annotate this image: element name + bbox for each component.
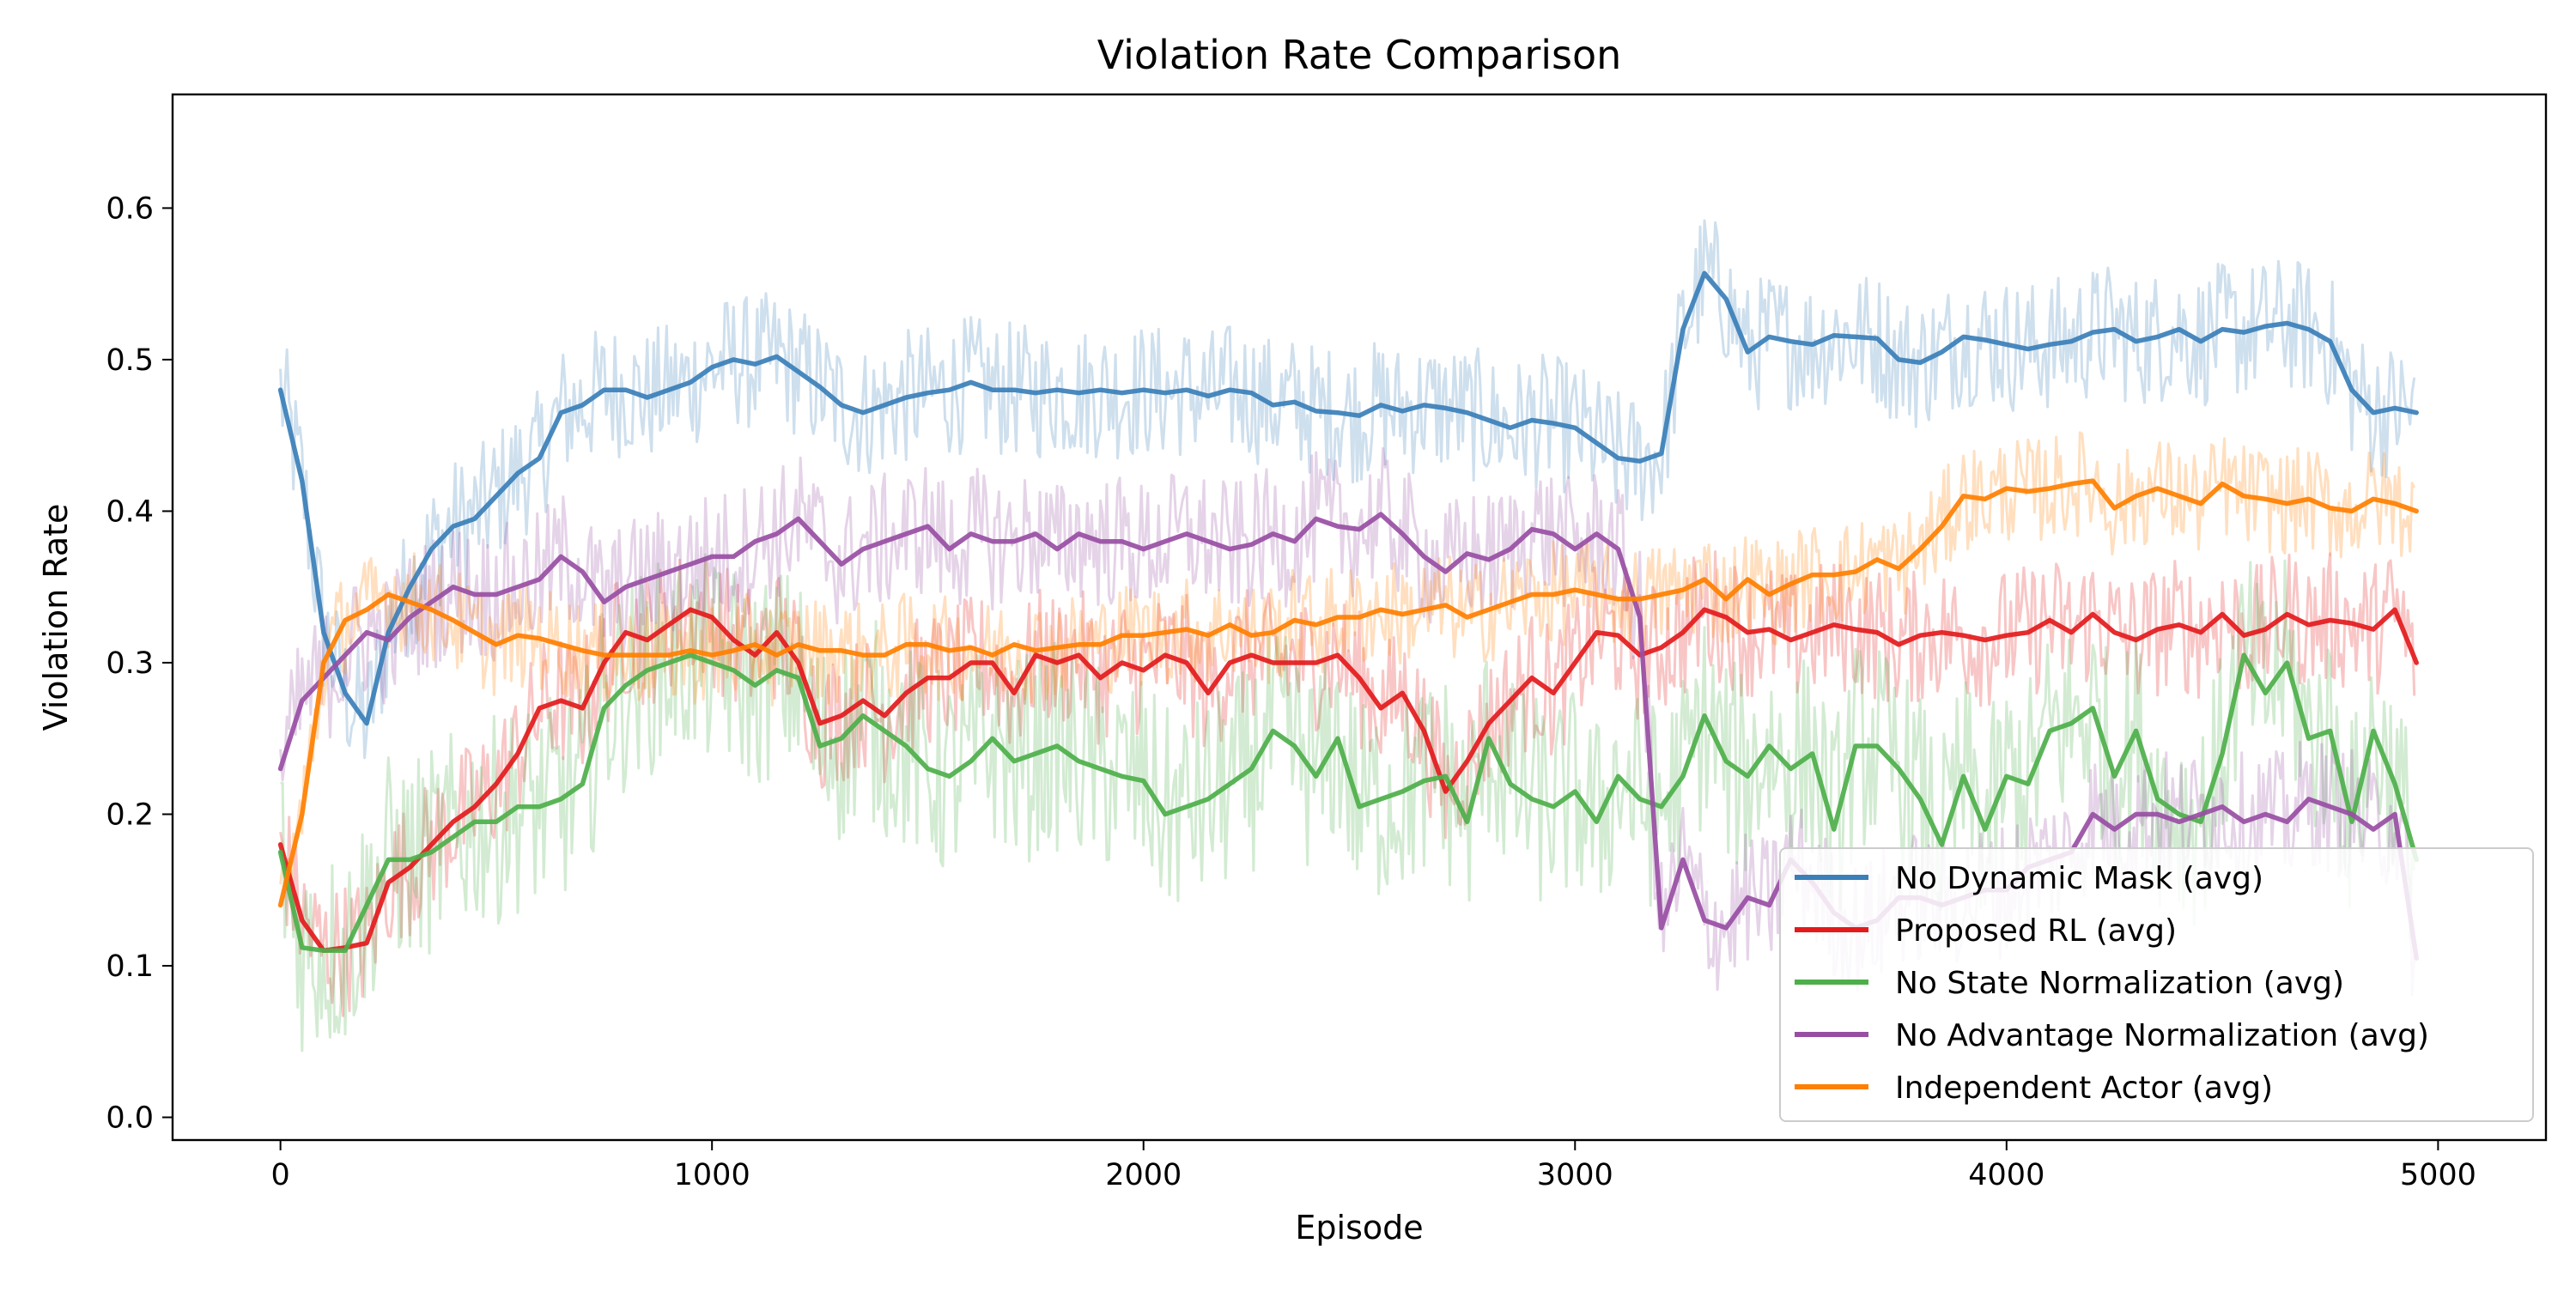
y-tick-label: 0.5 xyxy=(106,343,154,378)
raw-trace-1 xyxy=(279,550,2416,1017)
y-tick-label: 0.4 xyxy=(106,494,154,529)
y-tick-label: 0.2 xyxy=(106,798,154,832)
y-tick-label: 0.1 xyxy=(106,949,154,984)
series-line-0 xyxy=(277,270,2419,726)
x-tick-label: 2000 xyxy=(1105,1158,1182,1192)
legend-label-3: No Advantage Normalization (avg) xyxy=(1895,1018,2429,1053)
y-tick-label: 0.0 xyxy=(106,1101,154,1136)
y-axis-label: Violation Rate xyxy=(37,504,75,731)
plot-frame xyxy=(171,93,2548,1142)
x-axis-label: Episode xyxy=(1295,1209,1423,1247)
raw-trace-4 xyxy=(279,431,2416,907)
legend-label-0: No Dynamic Mask (avg) xyxy=(1895,861,2263,896)
legend-label-1: Proposed RL (avg) xyxy=(1895,913,2177,949)
raw-trace-2 xyxy=(280,553,2416,1052)
x-tick-label: 5000 xyxy=(2400,1158,2476,1192)
raw-trace-0 xyxy=(279,219,2416,760)
series-line-2 xyxy=(277,652,2419,954)
legend: No Dynamic Mask (avg) Proposed RL (avg) No… xyxy=(1779,847,2534,1122)
legend-box xyxy=(1779,847,2534,1122)
series-line-1 xyxy=(277,607,2419,954)
raw-data-bands xyxy=(279,219,2416,1052)
y-axis-ticks: 0.0 0.1 0.2 0.3 0.4 0.5 0.6 xyxy=(106,191,173,1136)
chart-title: Violation Rate Comparison xyxy=(1097,32,1622,78)
y-tick-label: 0.6 xyxy=(106,191,154,226)
x-tick-label: 1000 xyxy=(674,1158,750,1192)
x-tick-label: 0 xyxy=(270,1158,289,1192)
legend-label-2: No State Normalization (avg) xyxy=(1895,966,2344,1001)
series-line-4 xyxy=(277,478,2419,908)
x-tick-label: 4000 xyxy=(1968,1158,2044,1192)
x-tick-label: 3000 xyxy=(1537,1158,1613,1192)
x-axis-ticks: 0 1000 2000 3000 4000 5000 xyxy=(270,1140,2476,1192)
y-tick-label: 0.3 xyxy=(106,646,154,681)
legend-label-4: Independent Actor (avg) xyxy=(1895,1071,2273,1106)
